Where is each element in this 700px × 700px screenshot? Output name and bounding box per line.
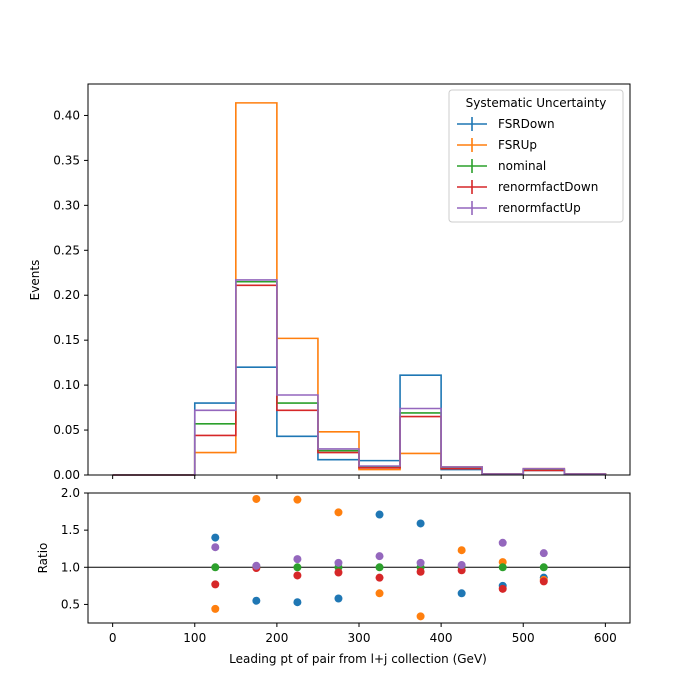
ratio-point-renormfactUp: [416, 558, 425, 567]
main-y-tick-label: 0.35: [53, 153, 80, 167]
ratio-y-tick-label: 1.0: [61, 560, 80, 574]
x-tick-label: 400: [430, 631, 453, 645]
ratio-point-renormfactDown: [375, 573, 384, 582]
ratio-point-FSRDown: [334, 594, 343, 603]
ratio-point-FSRUp: [293, 495, 302, 504]
ratio-point-FSRUp: [375, 589, 384, 598]
ratio-point-FSRUp: [334, 508, 343, 517]
main-y-tick-label: 0.30: [53, 198, 80, 212]
x-tick-label: 100: [183, 631, 206, 645]
ratio-point-nominal: [293, 563, 302, 572]
ratio-point-FSRDown: [457, 589, 466, 598]
ratio-point-FSRUp: [416, 612, 425, 621]
main-y-tick-label: 0.10: [53, 378, 80, 392]
y-axis-label-ratio: Ratio: [36, 543, 50, 574]
ratio-point-renormfactUp: [293, 555, 302, 564]
x-tick-label: 0: [109, 631, 117, 645]
ratio-point-FSRUp: [252, 494, 261, 503]
x-tick-label: 200: [265, 631, 288, 645]
legend-label-FSRDown: FSRDown: [498, 117, 555, 131]
ratio-plot-frame: [87, 492, 631, 624]
ratio-point-nominal: [539, 563, 548, 572]
ratio-point-renormfactUp: [539, 549, 548, 558]
ratio-point-renormfactUp: [457, 561, 466, 570]
main-y-tick-label: 0.20: [53, 288, 80, 302]
ratio-y-tick-label: 0.5: [61, 597, 80, 611]
histogram-renormfactUp: [112, 279, 607, 476]
legend-label-nominal: nominal: [498, 159, 546, 173]
main-y-tick-label: 0.15: [53, 333, 80, 347]
x-tick-label: 300: [348, 631, 371, 645]
ratio-point-renormfactDown: [334, 568, 343, 577]
x-tick-label: 500: [512, 631, 535, 645]
ratio-point-renormfactUp: [211, 543, 220, 552]
ratio-point-renormfactUp: [252, 561, 261, 570]
ratio-point-renormfactDown: [539, 577, 548, 586]
ratio-point-nominal: [211, 563, 220, 572]
y-axis-label-main: Events: [28, 260, 42, 301]
ratio-point-renormfactDown: [416, 567, 425, 576]
legend: Systematic Uncertainty FSRDown FSRUp nomina…: [448, 89, 624, 223]
ratio-y-tick-label: 2.0: [61, 486, 80, 500]
ratio-point-renormfactDown: [498, 584, 507, 593]
main-panel: 0.00 0.05 0.10 0.15 0.20 0.25 0.30 0.35 0.40: [53, 83, 631, 482]
ratio-point-FSRDown: [375, 510, 384, 519]
ratio-point-renormfactDown: [211, 580, 220, 589]
legend-label-FSRUp: FSRUp: [498, 138, 537, 152]
ratio-point-FSRDown: [293, 598, 302, 607]
ratio-panel: 0.5 1.0 1.5 2.0 0 100 200 300 400 500 600: [61, 486, 631, 645]
ratio-point-renormfactUp: [498, 538, 507, 547]
ratio-y-tick-label: 1.5: [61, 523, 80, 537]
x-tick-label: 600: [594, 631, 617, 645]
main-y-tick-label: 0.25: [53, 243, 80, 257]
ratio-point-FSRUp: [211, 604, 220, 613]
histogram-nominal: [112, 280, 607, 476]
main-y-tick-label: 0.40: [53, 108, 80, 122]
ratio-point-FSRDown: [252, 596, 261, 605]
ratio-point-FSRUp: [457, 546, 466, 555]
main-y-tick-label: 0.00: [53, 468, 80, 482]
ratio-point-renormfactUp: [375, 552, 384, 561]
legend-box: [448, 89, 624, 223]
legend-label-renormfactUp: renormfactUp: [498, 201, 581, 215]
histogram-renormfactDown: [112, 284, 607, 476]
ratio-point-FSRDown: [211, 533, 220, 542]
ratio-point-nominal: [375, 563, 384, 572]
x-axis-label: Leading pt of pair from l+j collection (…: [229, 652, 487, 666]
legend-label-renormfactDown: renormfactDown: [498, 180, 598, 194]
ratio-point-nominal: [498, 563, 507, 572]
main-y-tick-label: 0.05: [53, 423, 80, 437]
legend-title: Systematic Uncertainty: [466, 96, 607, 110]
ratio-point-renormfactUp: [334, 558, 343, 567]
ratio-point-FSRDown: [416, 519, 425, 528]
ratio-point-renormfactDown: [293, 571, 302, 580]
